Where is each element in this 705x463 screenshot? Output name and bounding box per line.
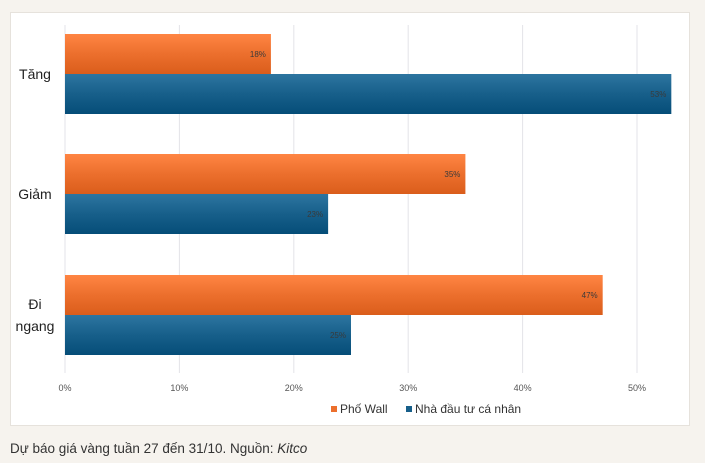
data-label: 23%	[307, 210, 323, 219]
legend-swatch	[331, 406, 337, 412]
x-tick-label: 30%	[399, 383, 417, 393]
x-tick-label: 50%	[628, 383, 646, 393]
legend-label: Phố Wall	[340, 402, 388, 416]
bar	[65, 154, 466, 194]
x-tick-label: 0%	[58, 383, 71, 393]
legend-label: Nhà đầu tư cá nhân	[415, 402, 521, 416]
figure-caption: Dự báo giá vàng tuần 27 đến 31/10. Nguồn…	[10, 441, 307, 456]
caption-source: Kitco	[277, 441, 308, 456]
bar	[65, 194, 329, 234]
data-label: 35%	[444, 170, 460, 179]
bar-chart: 0% 10% 20% 30% 40% 50% 18% 53% Tăng 35% 23% Giảm 47%…	[16, 25, 672, 416]
bar	[65, 275, 603, 315]
bar	[65, 34, 271, 74]
category-label: Đi	[28, 296, 41, 312]
x-tick-label: 20%	[285, 383, 303, 393]
chart-panel: 0% 10% 20% 30% 40% 50% 18% 53% Tăng 35% 23% Giảm 47%…	[10, 12, 690, 426]
bar	[65, 74, 672, 114]
data-label: 25%	[330, 331, 346, 340]
category-label: ngang	[16, 318, 55, 334]
bar	[65, 315, 351, 355]
category-label: Giảm	[18, 186, 51, 202]
legend-swatch	[406, 406, 412, 412]
data-label: 18%	[250, 50, 266, 59]
category-label: Tăng	[19, 66, 51, 82]
data-label: 47%	[582, 291, 598, 300]
x-tick-label: 40%	[514, 383, 532, 393]
caption-text: Dự báo giá vàng tuần 27 đến 31/10. Nguồn…	[10, 441, 278, 456]
x-tick-label: 10%	[170, 383, 188, 393]
data-label: 53%	[650, 90, 666, 99]
